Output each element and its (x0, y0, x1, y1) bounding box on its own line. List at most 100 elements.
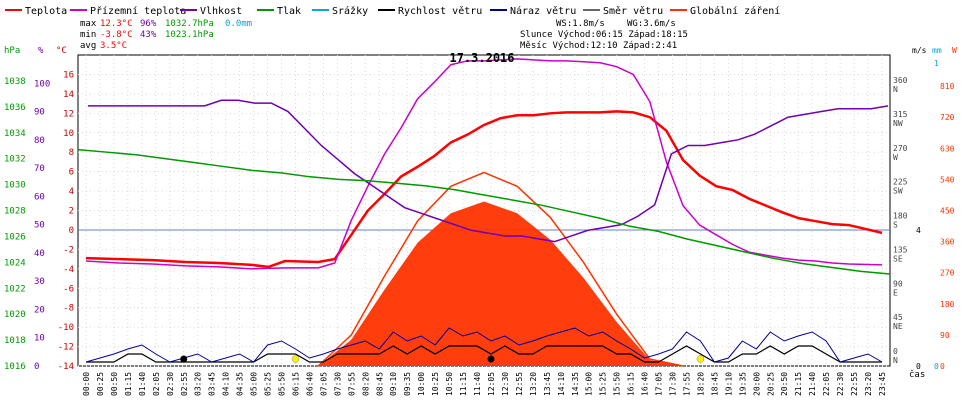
legend-item-tlak: Tlak (257, 6, 301, 17)
legend: Teplota Přízemní teplota Vlhkost Tlak Sr… (5, 5, 780, 17)
x-tick-label: 08:45 (375, 372, 384, 396)
wind-dir-label: S (893, 221, 898, 230)
x-tick-label: 00:00 (82, 372, 91, 396)
x-tick-label: 14:35 (571, 372, 580, 396)
sunrise-marker (291, 355, 300, 363)
legend-label-rychlost-vetru: Rychlost větru (398, 5, 482, 17)
humidity-tick-label: 90 (34, 108, 45, 118)
stats-min-press: 1023.1hPa (165, 30, 214, 40)
stats-block: max 12.3°C 96% 1032.7hPa 0.0mm min -3.8°… (80, 19, 688, 51)
temp-tick-label: 0 (69, 226, 74, 236)
stats-min-label: min (80, 30, 96, 40)
temp-tick-label: 14 (63, 90, 74, 100)
pressure-tick-label: 1026 (4, 232, 26, 242)
x-tick-label: 12:30 (501, 372, 510, 396)
stats-max-press: 1032.7hPa (165, 19, 214, 29)
chart-title: 17.3.2016 (449, 51, 514, 65)
x-tick-label: 09:35 (403, 372, 412, 396)
x-tick-label: 00:25 (96, 372, 105, 396)
grid (78, 55, 890, 367)
humidity-unit: % (38, 46, 44, 56)
x-tick-label: 11:40 (473, 372, 482, 396)
radiation-tick: 540 (940, 175, 955, 184)
x-tick-label: 23:45 (878, 372, 887, 396)
stats-sun: Slunce Východ:06:15 Západ:18:15 (520, 30, 688, 40)
temp-tick-label: 6 (69, 168, 74, 178)
wind-speed-line (86, 345, 882, 363)
legend-label-teplota: Teplota (25, 6, 67, 17)
humidity-tick-label: 30 (34, 277, 45, 287)
pressure-tick-label: 1020 (4, 310, 26, 320)
stats-max-rain: 0.0mm (225, 19, 252, 29)
stats-max-temp: 12.3°C (100, 19, 133, 29)
x-tick-label: 01:40 (138, 372, 147, 396)
x-tick-label: 03:20 (194, 372, 203, 396)
pressure-tick-label: 1034 (4, 129, 26, 139)
temp-tick-label: -8 (63, 304, 74, 314)
wind-dir-tick: 315 (893, 110, 908, 119)
wind-dir-tick: 270 (893, 144, 908, 153)
temp-tick-label: 10 (63, 129, 74, 139)
wind-speed-tick: 0 (916, 362, 921, 371)
legend-item-vlhkost: Vlhkost (180, 6, 242, 17)
legend-item-teplota: Teplota (5, 6, 67, 17)
humidity-tick-label: 10 (34, 334, 45, 344)
radiation-tick: 270 (940, 269, 955, 278)
temp-tick-label: 8 (69, 148, 74, 158)
x-tick-label: 19:10 (724, 372, 733, 396)
wind-dir-tick: 90 (893, 279, 903, 288)
x-tick-label: 20:00 (752, 372, 761, 396)
temp-tick-label: 12 (63, 109, 74, 119)
stats-max-hum: 96% (140, 19, 157, 29)
x-tick-label: 08:20 (361, 372, 370, 396)
x-tick-label: 00:50 (110, 372, 119, 396)
wind-dir-label: W (893, 153, 898, 162)
legend-item-prizemni-teplota: Přízemní teplota (70, 5, 186, 17)
x-tick-label: 11:15 (459, 372, 468, 396)
temp-tick-label: -10 (58, 323, 74, 333)
x-tick-label: 16:40 (641, 372, 650, 396)
wind-dir-label: NE (893, 322, 903, 331)
temp-tick-label: 16 (63, 70, 74, 80)
radiation-tick: 180 (940, 300, 955, 309)
legend-label-srazky: Srážky (332, 5, 368, 17)
x-tick-label: 04:35 (236, 372, 245, 396)
wind-dir-tick: 45 (893, 313, 903, 322)
temp-tick-label: 2 (69, 207, 74, 217)
legend-item-srazky: Srážky (312, 5, 368, 17)
legend-label-prizemni-teplota: Přízemní teplota (90, 5, 186, 17)
wind-layer (85, 327, 883, 363)
stats-avg-temp: 3.5°C (100, 41, 127, 51)
series-line (77, 148, 891, 275)
wind-dir-tick: 225 (893, 178, 908, 187)
series-line (85, 58, 883, 270)
radiation-layer (317, 171, 684, 367)
x-tick-label: 23:20 (864, 372, 873, 396)
x-tick-label: 09:10 (389, 372, 398, 396)
x-tick-label: 21:40 (808, 372, 817, 396)
x-tick-label: 17:55 (682, 372, 691, 396)
x-tick-label: 12:05 (487, 372, 496, 396)
legend-label-globalni-zareni: Globální záření (690, 5, 780, 17)
legend-item-naraz-vetru: Náraz větru (490, 5, 576, 17)
x-tick-label: 18:20 (696, 372, 705, 396)
legend-item-rychlost-vetru: Rychlost větru (378, 5, 482, 17)
humidity-tick-label: 70 (34, 164, 45, 174)
x-tick-label: 01:15 (124, 372, 133, 396)
legend-label-tlak: Tlak (277, 6, 301, 17)
x-tick-label: 10:00 (417, 372, 426, 396)
x-tick-label: 02:55 (180, 372, 189, 396)
wind-dir-label: N (893, 356, 898, 365)
stats-min-hum: 43% (140, 30, 157, 40)
pressure-tick-label: 1036 (4, 103, 26, 113)
pressure-unit: hPa (4, 46, 20, 56)
x-tick-label: 17:30 (669, 372, 678, 396)
stats-wg: WG:3.6m/s (627, 19, 676, 29)
rain-tick: 0 (934, 362, 939, 371)
x-tick-label: 21:15 (794, 372, 803, 396)
temp-tick-label: -2 (63, 245, 74, 255)
legend-label-smer-vetru: Směr větru (603, 5, 663, 17)
rain-tick: 1 (934, 59, 939, 68)
x-tick-label: 15:00 (585, 372, 594, 396)
